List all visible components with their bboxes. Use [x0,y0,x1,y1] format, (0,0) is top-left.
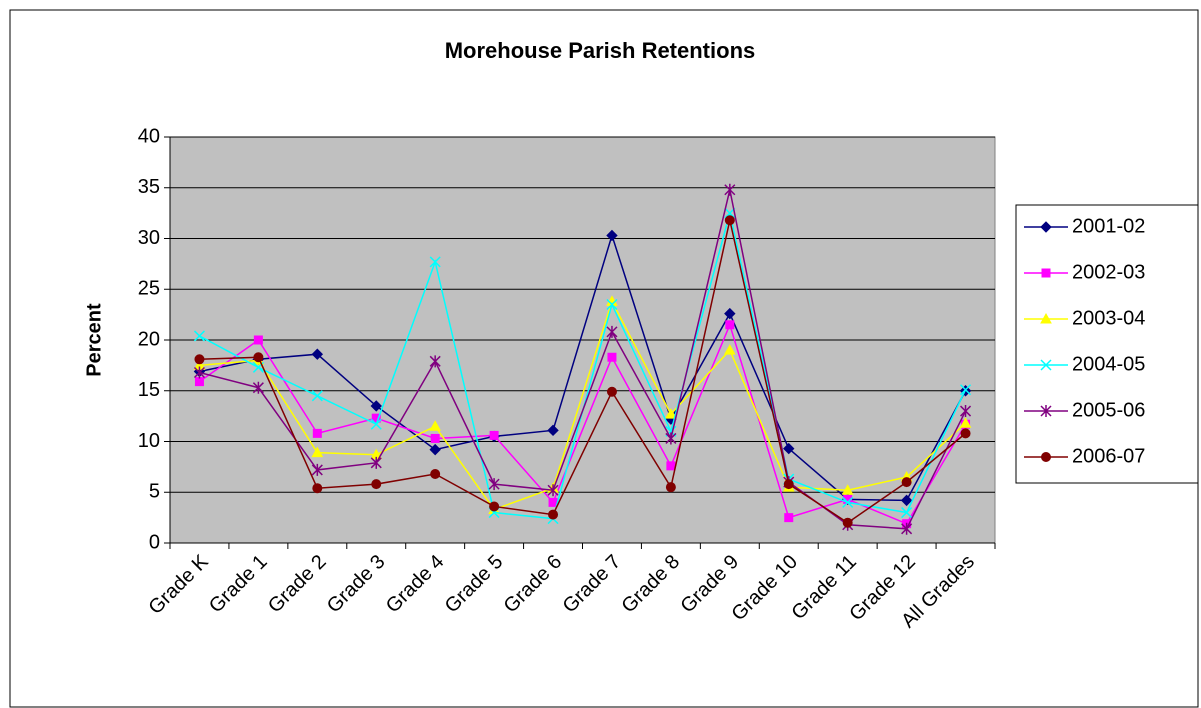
data-point [311,446,324,458]
data-point [842,496,854,508]
data-point [312,483,323,494]
data-point [547,484,559,497]
data-point [370,400,382,412]
data-point [194,377,204,387]
data-point [783,442,795,455]
data-point [960,384,972,396]
data-point [901,477,912,488]
y-tick-label: 35 [138,176,160,198]
legend-label: 2004-05 [1072,353,1145,375]
data-point [489,501,500,512]
data-point [548,497,558,507]
data-point [311,463,323,476]
legend-label: 2005-06 [1072,399,1145,421]
data-point [900,494,913,507]
data-point [960,405,972,418]
legend-marker [1041,452,1051,462]
y-tick-label: 20 [138,328,160,350]
legend-label: 2006-07 [1072,445,1145,467]
series-line [199,299,967,511]
data-point [724,307,736,320]
data-point [430,433,440,443]
data-point [959,417,972,428]
data-point [841,484,854,495]
data-point [252,381,264,394]
data-point [784,513,794,523]
legend-label: 2003-04 [1072,307,1145,329]
data-point [606,298,618,311]
data-point [548,509,559,520]
legend-box [1015,204,1199,484]
data-point [370,456,382,469]
data-point [253,335,263,345]
data-point [606,325,618,338]
data-point [429,355,441,368]
legend-marker [1040,359,1052,371]
data-point [547,424,559,437]
data-point [429,256,441,268]
data-point [193,366,205,379]
y-tick-label: 0 [149,531,160,553]
data-point [724,215,735,226]
y-tick-label: 10 [138,430,160,452]
legend-label: 2002-03 [1072,261,1145,283]
data-point [430,468,441,479]
data-point [842,517,853,528]
data-point [312,428,322,438]
data-point [665,432,677,445]
chart-title: Morehouse Parish Retentions [445,38,756,63]
y-tick-label: 5 [149,481,160,503]
data-point [489,430,499,440]
data-point [901,522,913,535]
data-point [193,330,205,342]
data-point [665,482,676,493]
series-line [199,322,967,525]
series-line [199,189,967,530]
data-point [901,507,913,519]
data-point [607,352,617,362]
data-point [253,352,264,363]
data-point [429,443,441,456]
data-point [370,418,382,430]
data-point [311,348,324,360]
data-point [429,420,442,431]
data-point [488,478,500,491]
data-point [311,390,323,402]
y-tick-label: 40 [138,125,160,147]
data-point [666,461,676,471]
data-point [724,183,736,196]
legend-marker [1040,221,1052,233]
data-point [665,408,677,419]
y-tick-label: 25 [138,278,160,300]
y-axis-label: Percent [83,303,105,377]
series-line [199,232,967,502]
y-tick-label: 15 [138,379,160,401]
data-point [783,479,794,490]
legend-marker [1041,268,1051,278]
data-point [194,354,205,365]
data-point [371,479,382,490]
legend-marker [1040,405,1052,417]
data-point [606,386,617,397]
legend-marker [1040,312,1052,324]
y-tick-label: 30 [138,227,160,249]
data-point [725,320,735,330]
data-point [960,428,971,439]
legend-label: 2001-02 [1072,215,1145,237]
data-point [723,344,736,355]
series-line [199,220,967,524]
data-point [606,229,618,242]
